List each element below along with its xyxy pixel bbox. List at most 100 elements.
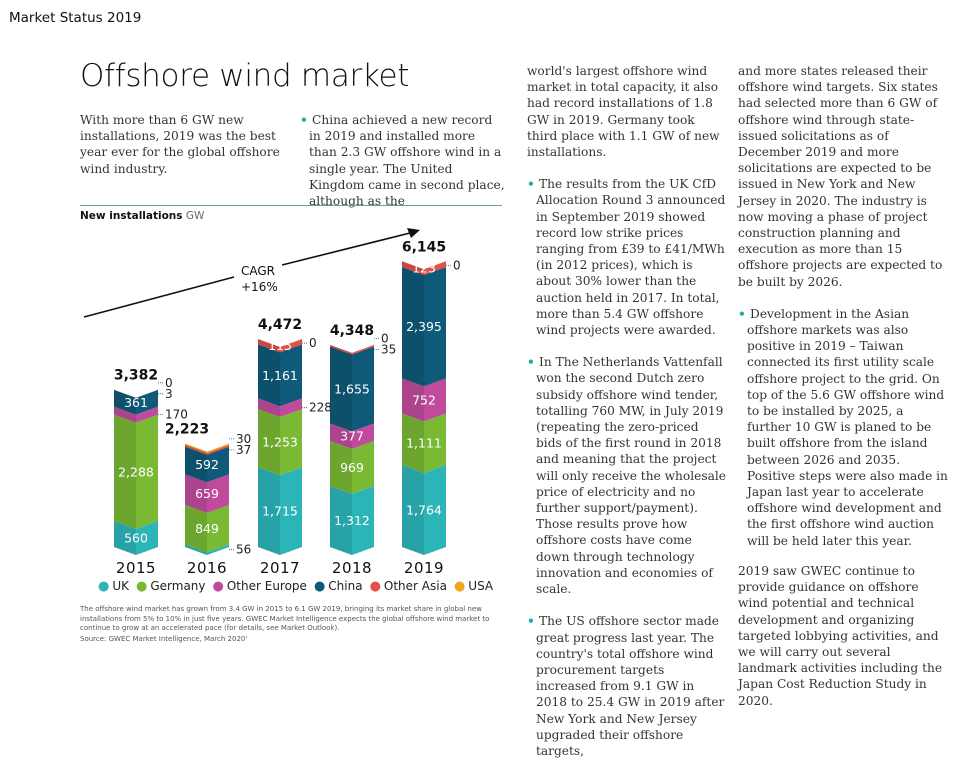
paragraph-text: China achieved a new record in 2019 and … <box>309 113 505 209</box>
paragraph-text: The results from the UK CfD Allocation R… <box>536 177 726 338</box>
bar-segment-shade <box>402 464 424 555</box>
legend-dot-icon: ● <box>98 579 110 594</box>
bullet-paragraph: • The results from the UK CfD Allocation… <box>527 176 727 338</box>
segment-label: 969 <box>340 460 364 475</box>
x-axis-label: 2017 <box>260 559 300 577</box>
bar-segment-shade <box>402 378 424 422</box>
column-2: • China achieved a new record in 2019 an… <box>300 112 505 225</box>
bar-segment-germany <box>402 413 446 473</box>
bar-segment-shade <box>258 344 280 407</box>
cagr-label: CAGR <box>241 264 275 278</box>
segment-label: 1,161 <box>262 368 298 383</box>
bar-segment-shade <box>330 344 352 355</box>
paragraph-text: In The Netherlands Vattenfall won the se… <box>536 355 726 597</box>
bar-segment-china <box>330 346 374 432</box>
bar-segment-shade <box>402 261 424 275</box>
bar-segment-china <box>402 266 446 387</box>
bar-segment-other-europe <box>258 398 302 417</box>
legend-item: ● UK <box>98 579 129 594</box>
legend-label: UK <box>112 579 129 593</box>
column-4: and more states released their offshore … <box>738 63 950 725</box>
bar-segment-shade <box>402 266 424 387</box>
bar-segment-shade <box>258 398 280 417</box>
bullet-icon: • <box>527 614 540 629</box>
cagr-arrow-line <box>83 276 235 318</box>
bullet-icon: • <box>738 306 751 321</box>
chart-caption: The offshore wind market has grown from … <box>80 605 510 644</box>
bar-segment-germany <box>258 408 302 476</box>
bar-segment-uk <box>185 544 229 555</box>
legend-dot-icon: ● <box>212 579 224 594</box>
legend-item: ● Other Asia <box>370 579 447 594</box>
bar-segment-shade <box>114 406 136 423</box>
bar-segment-uk <box>330 485 374 555</box>
bar-segment-other-europe <box>114 406 158 423</box>
bar-segment-germany <box>330 440 374 494</box>
legend-dot-icon: ● <box>453 579 466 594</box>
bar-segment-shade <box>330 423 352 449</box>
paragraph-text: Development in the Asian offshore market… <box>747 306 948 548</box>
bar-segment-uk <box>402 464 446 555</box>
paragraph-text: The US offshore sector made great progre… <box>536 614 725 758</box>
segment-label: 228 <box>309 401 332 415</box>
legend-dot-icon: ● <box>313 579 326 594</box>
total-label: 6,145 <box>402 239 446 255</box>
chart-legend: ● UK ● Germany ● Other Europe ● China ● Other Asi… <box>98 579 500 594</box>
segment-label: 361 <box>124 395 148 410</box>
bar-segment-shade <box>185 445 207 455</box>
legend-label: Other Asia <box>383 579 447 593</box>
segment-label: 170 <box>165 408 188 422</box>
bar-segment-uk <box>258 467 302 555</box>
total-label: 3,382 <box>114 368 158 384</box>
paragraph: 2019 saw GWEC continue to provide guidan… <box>738 563 950 709</box>
total-label: 2,223 <box>165 422 209 438</box>
legend-item: ● Germany <box>136 579 206 594</box>
segment-label: 35 <box>381 343 396 357</box>
divider <box>80 205 502 206</box>
chart-title-text: New installations <box>80 210 183 222</box>
total-label: 4,472 <box>258 317 302 333</box>
cagr-arrow-line <box>281 232 411 266</box>
arrow-head-icon <box>407 228 420 238</box>
legend-label: Other Europe <box>226 579 307 593</box>
segment-label: 1,715 <box>262 504 298 519</box>
segment-label: 0 <box>453 258 461 272</box>
paragraph-text: and more states released their offshore … <box>738 64 943 289</box>
segment-label: 377 <box>340 429 364 444</box>
legend-item: ● USA <box>453 579 493 594</box>
paragraph-text: world's largest offshore wind market in … <box>527 64 720 160</box>
segment-label: 560 <box>124 530 148 545</box>
segment-label: 37 <box>236 443 251 457</box>
paragraph: and more states released their offshore … <box>738 63 950 290</box>
legend-label: Germany <box>150 579 206 593</box>
segment-label: 1,253 <box>262 435 298 450</box>
bar-segment-uk <box>114 520 158 555</box>
bar-segment-germany <box>114 414 158 529</box>
legend-dot-icon: ● <box>136 579 148 594</box>
bar-segment-shade <box>114 389 136 398</box>
bullet-icon: • <box>527 355 540 370</box>
segment-label: 1,312 <box>334 513 370 528</box>
source-text: Source: GWEC Market Intelligence, March … <box>80 634 248 643</box>
bar-segment-shade <box>185 446 207 483</box>
bar-segment-shade <box>330 485 352 555</box>
cagr-value: +16% <box>241 280 278 294</box>
bar-segment-other-asia <box>185 445 229 455</box>
bar-segment-germany <box>185 504 229 553</box>
bar-segment-shade <box>114 520 136 555</box>
bar-segment-shade <box>402 413 424 473</box>
bar-segment-shade <box>330 346 352 432</box>
chart-title: New installations GW <box>80 210 204 222</box>
segment-label: 1,111 <box>406 436 442 451</box>
x-axis-label: 2016 <box>187 559 227 577</box>
bullet-paragraph: • In The Netherlands Vattenfall won the … <box>527 354 727 597</box>
segment-label: 3 <box>165 387 173 401</box>
total-label: 4,348 <box>330 323 374 339</box>
bar-segment-shade <box>114 414 136 529</box>
bar-segment-china <box>185 446 229 483</box>
bar-segment-other-europe <box>185 474 229 513</box>
bullet-paragraph: • China achieved a new record in 2019 an… <box>300 112 505 209</box>
segment-label: 0 <box>381 332 389 346</box>
bar-segment-china <box>258 344 302 407</box>
x-axis-label: 2019 <box>404 559 444 577</box>
